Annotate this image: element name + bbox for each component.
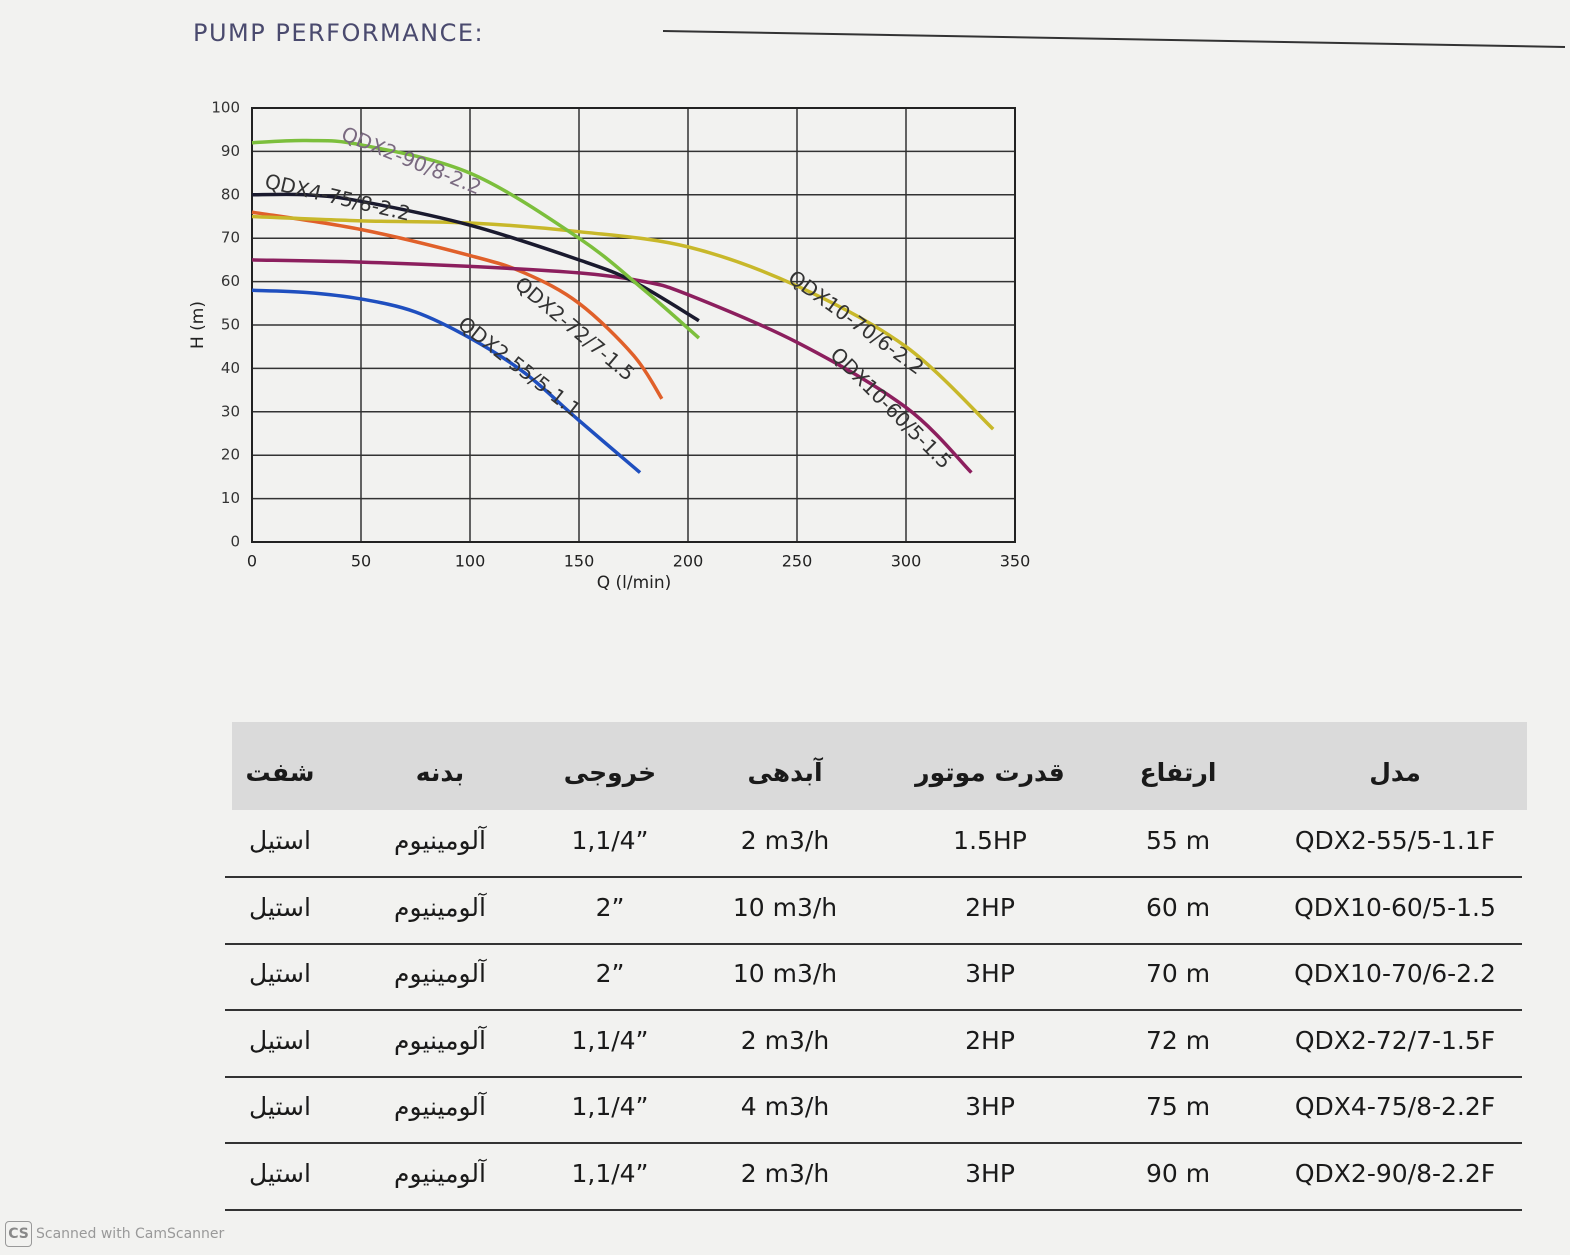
table-header: قدرت موتور [915,758,1065,787]
table-cell: 2 m3/h [740,826,830,855]
table-cell: 3HP [965,1158,1015,1188]
row-rule [225,1009,1522,1011]
curve-label: QDX2-90/8-2.2 [338,121,485,199]
table-cell: 1,1/4” [571,1025,649,1055]
table-cell: 2” [595,959,625,988]
table-cell: آلومینیوم [394,1158,486,1188]
y-tick-label: 10 [221,489,240,507]
page-title: PUMP PERFORMANCE: [193,19,484,47]
table-cell: استیل [249,959,311,988]
x-tick-label: 150 [564,552,595,571]
table-cell: 3HP [965,959,1015,988]
table-header: خروجی [563,758,657,787]
footer-text: Scanned with CamScanner [36,1226,225,1242]
table-cell: استیل [249,892,311,922]
table-header-bg [232,722,1527,810]
row-rule [225,1208,1522,1211]
table-cell: 1,1/4” [571,1092,649,1121]
title-rule [662,30,1566,48]
y-axis-label: H (m) [188,301,208,349]
table-cell: 10 m3/h [732,892,838,922]
x-tick-label: 350 [1000,552,1031,571]
plot-frame [251,107,1016,543]
table-header: ارتفاع [1139,758,1217,787]
table-cell: 70 m [1145,959,1211,988]
footer-logo: CS [5,1221,32,1247]
table-cell: QDX10-70/6-2.2 [1294,959,1496,988]
table-cell: آلومینیوم [394,826,486,855]
table-cell: 72 m [1145,1025,1211,1055]
table-cell: آلومینیوم [394,892,486,922]
table-cell: استیل [249,1092,311,1121]
table-cell: 2HP [965,1025,1015,1055]
pump-curve [251,138,701,340]
table-header: شفت [245,758,315,787]
table-cell: 1,1/4” [571,1158,649,1188]
y-tick-label: 70 [221,229,240,247]
table-cell: 60 m [1145,892,1211,922]
table-cell: 2 m3/h [740,1025,830,1055]
x-tick-label: 250 [782,552,813,571]
table-cell: 3HP [965,1092,1015,1121]
table-cell: QDX2-72/7-1.5F [1294,1025,1496,1055]
x-tick-label: 300 [891,552,922,571]
pump-curve [251,288,642,474]
x-tick-label: 0 [247,552,257,571]
table-cell: آلومینیوم [394,1025,486,1055]
pump-curve [251,210,664,400]
table-cell: 10 m3/h [732,959,838,988]
table-cell: 2 m3/h [740,1158,830,1188]
table-cell: 2” [595,892,625,922]
y-tick-label: 0 [230,533,240,551]
y-tick-label: 50 [221,316,240,334]
table-cell: QDX4-75/8-2.2F [1294,1092,1496,1121]
table-cell: آلومینیوم [394,959,486,988]
x-axis-label: Q (l/min) [597,573,672,593]
y-tick-label: 90 [221,142,240,160]
table-cell: 2HP [965,892,1015,922]
table-cell: 4 m3/h [740,1092,830,1121]
pump-curve [251,258,973,474]
x-tick-label: 200 [673,552,704,571]
y-tick-label: 40 [221,359,240,377]
row-rule [225,876,1522,878]
table-cell: استیل [249,826,311,855]
table-header: بدنه [415,758,465,787]
pump-curve [251,214,995,431]
row-rule [225,942,1522,945]
table-cell: QDX10-60/5-1.5 [1294,892,1496,922]
table-header: مدل [1369,758,1421,787]
y-tick-label: 60 [221,272,240,290]
table-cell: 75 m [1145,1092,1211,1121]
table-cell: QDX2-55/5-1.1F [1294,826,1496,855]
table-header: آبدهی [747,758,823,787]
table-cell: 55 m [1145,826,1211,855]
chart: PUMP PERFORMANCE: Q (l/min) H (m) 0 10 20 3… [188,19,1566,593]
y-tick-label: 100 [211,99,240,117]
table-cell: آلومینیوم [394,1092,486,1121]
table-cell: QDX2-90/8-2.2F [1294,1158,1496,1188]
table-cell: 1,1/4” [571,826,649,855]
y-tick-label: 30 [221,402,240,420]
x-tick-label: 50 [351,552,371,571]
y-tick-label: 20 [221,446,240,464]
y-tick-label: 80 [221,185,240,203]
row-rule [225,1142,1522,1144]
table-cell: استیل [249,1025,311,1055]
x-tick-label: 100 [455,552,486,571]
table-cell: استیل [249,1158,311,1188]
table-cell: 90 m [1145,1158,1211,1188]
table-cell: 1.5HP [953,826,1027,855]
row-rule [225,1075,1522,1078]
